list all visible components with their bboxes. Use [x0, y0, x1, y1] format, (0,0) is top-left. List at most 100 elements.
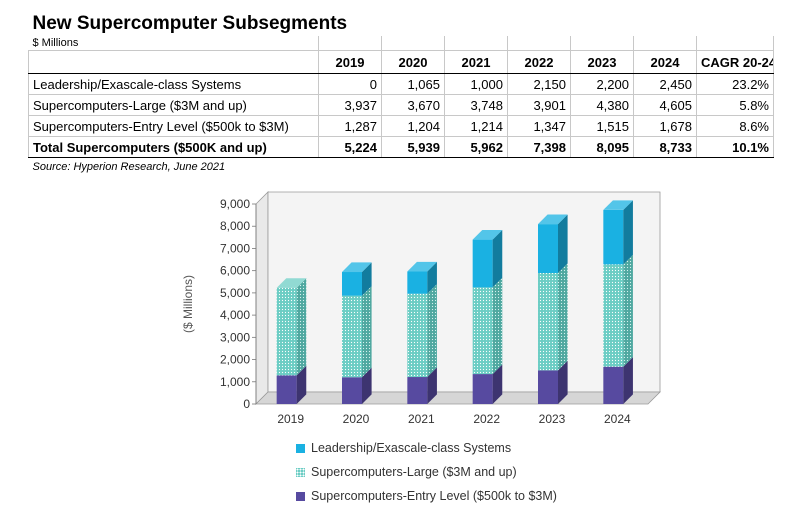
header-cell: 2020 — [381, 50, 445, 74]
row-label: Leadership/Exascale-class Systems — [28, 73, 319, 95]
table-cell: 3,937 — [318, 94, 382, 116]
y-tick-label: 1,000 — [220, 375, 250, 389]
y-tick-label: 5,000 — [220, 286, 250, 300]
legend-label: Supercomputers-Large ($3M and up) — [311, 465, 517, 479]
bar-segment-side — [362, 367, 372, 404]
legend-item-large: Supercomputers-Large ($3M and up) — [296, 460, 557, 484]
table-cell: 1,204 — [381, 115, 445, 137]
y-tick-label: 4,000 — [220, 308, 250, 322]
bar-segment-side — [492, 364, 503, 404]
header-cell: 2023 — [570, 50, 634, 74]
bar-segment-front — [472, 287, 493, 375]
bar-top-face — [538, 214, 568, 225]
table-total-row: Total Supercomputers ($500K and up) 5,22… — [28, 136, 774, 158]
table-cell: 5,939 — [381, 136, 445, 158]
bar-segment-front — [603, 366, 624, 404]
bar-segment-front — [407, 293, 428, 378]
table-cell: 23.2% — [696, 73, 774, 95]
table-cell: 2,150 — [507, 73, 571, 95]
header-cell: 2019 — [318, 50, 382, 74]
chart-legend: Leadership/Exascale-class Systems Superc… — [296, 436, 557, 508]
stacked-bar-chart: 0 1,000 2,000 3,000 4,000 5,000 6,000 7,000 8,00… — [181, 191, 661, 426]
bar-segment-side — [623, 254, 633, 367]
bar-segment-front — [407, 377, 428, 404]
table-cell: 8,095 — [570, 136, 634, 158]
table-row: Supercomputers-Large ($3M and up) 3,937 … — [28, 94, 774, 116]
table-title: New Supercomputer Subsegments — [32, 13, 348, 34]
bar-top-face — [603, 200, 633, 210]
table-cell: 3,670 — [381, 94, 445, 116]
bar-segment-front — [603, 264, 624, 367]
x-tick-label: 2024 — [604, 412, 631, 426]
table-cell: 8,733 — [633, 136, 697, 158]
bar-top-face — [407, 261, 437, 272]
bar-segment-side — [362, 262, 372, 296]
bar-segment-side — [427, 367, 437, 404]
bar-top-face — [472, 230, 503, 240]
table-cell: 5,224 — [318, 136, 382, 158]
bar-segment-front — [538, 224, 558, 273]
bar-segment-front — [276, 375, 297, 404]
legend-swatch-leadership — [296, 443, 305, 453]
header-cell: CAGR 20-24 — [696, 50, 774, 74]
table-cell: 1,347 — [507, 115, 571, 137]
bar-segment-side — [362, 286, 372, 378]
bar-segment-front — [603, 209, 624, 265]
bar-segment-front — [276, 287, 297, 376]
chart-floor — [255, 391, 661, 405]
bar-top-face — [276, 278, 307, 288]
bar-segment-front — [407, 271, 428, 294]
x-tick-label: 2023 — [539, 412, 566, 426]
legend-label: Leadership/Exascale-class Systems — [311, 441, 512, 455]
table-row: Supercomputers-Entry Level ($500k to $3M… — [28, 115, 774, 137]
bar-segment-side — [558, 360, 568, 404]
bar-segment-side — [296, 278, 307, 376]
table-row: Leadership/Exascale-class Systems 0 1,06… — [28, 73, 774, 95]
bar-segment-side — [623, 200, 633, 265]
table-cell: 4,380 — [570, 94, 634, 116]
table-cell: 1,287 — [318, 115, 382, 137]
y-tick-label: 6,000 — [220, 264, 250, 278]
y-axis-title: ($ Millions) — [181, 275, 195, 333]
table-units: $ Millions — [28, 36, 319, 51]
table-cell: 1,065 — [381, 73, 445, 95]
bar-segment-side — [558, 214, 568, 273]
bar-segment-side — [558, 263, 568, 371]
y-tick-label: 0 — [243, 397, 250, 411]
bar-segment-front — [342, 377, 362, 404]
table-cell: 5,962 — [444, 136, 508, 158]
table-cell: 1,000 — [444, 73, 508, 95]
bar-segment-front — [538, 370, 558, 404]
row-label: Total Supercomputers ($500K and up) — [28, 136, 319, 158]
bar-segment-front — [472, 239, 493, 288]
table-cell: 1,515 — [570, 115, 634, 137]
table-cell: 0 — [318, 73, 382, 95]
legend-swatch-large — [296, 467, 305, 477]
header-cell: 2022 — [507, 50, 571, 74]
bar-segment-front — [472, 374, 493, 404]
table-title-row: New Supercomputer Subsegments — [29, 12, 774, 36]
table-source: Source: Hyperion Research, June 2021 — [32, 161, 226, 173]
table-units-row: $ Millions — [28, 36, 774, 51]
bar-segment-side — [296, 365, 307, 404]
bar-segment-front — [342, 295, 362, 378]
row-label: Supercomputers-Large ($3M and up) — [28, 94, 319, 116]
bar-segment-side — [427, 284, 437, 378]
table-cell: 2,450 — [633, 73, 697, 95]
chart-back-wall — [267, 191, 661, 393]
table-cell: 3,748 — [444, 94, 508, 116]
x-tick-label: 2019 — [277, 412, 304, 426]
header-cell: 2021 — [444, 50, 508, 74]
x-tick-label: 2020 — [343, 412, 370, 426]
header-cell: 2024 — [633, 50, 697, 74]
table-cell: 7,398 — [507, 136, 571, 158]
table-cell: 4,605 — [633, 94, 697, 116]
table-cell: 10.1% — [696, 136, 774, 158]
y-tick-label: 3,000 — [220, 330, 250, 344]
bar-segment-side — [492, 230, 503, 288]
bar-segment-front — [342, 272, 362, 296]
y-tick-label: 2,000 — [220, 353, 250, 367]
table-source-row: Source: Hyperion Research, June 2021 — [29, 158, 774, 177]
bar-segment-side — [427, 261, 437, 294]
y-tick-label: 9,000 — [220, 197, 250, 211]
